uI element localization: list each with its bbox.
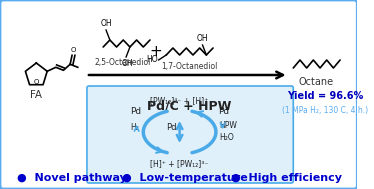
Text: 1,7-Octanediol: 1,7-Octanediol — [162, 63, 218, 71]
Text: ●  Novel pathway: ● Novel pathway — [17, 173, 127, 183]
Text: Yield = 96.6%: Yield = 96.6% — [287, 91, 363, 101]
Text: ●  High efficiency: ● High efficiency — [231, 173, 342, 183]
Text: Pd: Pd — [130, 108, 141, 116]
Text: H₂O: H₂O — [220, 133, 234, 143]
Text: HPW: HPW — [220, 122, 237, 130]
Text: +: + — [149, 44, 162, 60]
Text: ●  Low-temperature: ● Low-temperature — [122, 173, 248, 183]
FancyBboxPatch shape — [0, 0, 357, 189]
Text: Pd/C + HPW: Pd/C + HPW — [147, 99, 232, 112]
FancyBboxPatch shape — [87, 86, 293, 183]
Text: [H]⁺ + [PW₁₂]³⁻: [H]⁺ + [PW₁₂]³⁻ — [150, 159, 209, 168]
Text: OH: OH — [100, 19, 112, 28]
Text: HO: HO — [146, 56, 157, 64]
Text: O: O — [34, 79, 39, 85]
Text: OH: OH — [197, 34, 208, 43]
Text: O: O — [70, 47, 76, 53]
Text: H₂: H₂ — [131, 122, 140, 132]
Text: Pd: Pd — [218, 108, 229, 116]
Text: OH: OH — [121, 59, 133, 68]
Text: 2,5-Octanediol: 2,5-Octanediol — [95, 57, 151, 67]
Text: Octane: Octane — [299, 77, 334, 87]
Text: [PW₁₂]⁴⁻ + [H]⁺: [PW₁₂]⁴⁻ + [H]⁺ — [150, 96, 209, 105]
Text: (1 MPa H₂, 130 C, 4 h.): (1 MPa H₂, 130 C, 4 h.) — [282, 105, 368, 115]
Text: Pd: Pd — [166, 122, 177, 132]
Text: FA: FA — [30, 90, 42, 100]
